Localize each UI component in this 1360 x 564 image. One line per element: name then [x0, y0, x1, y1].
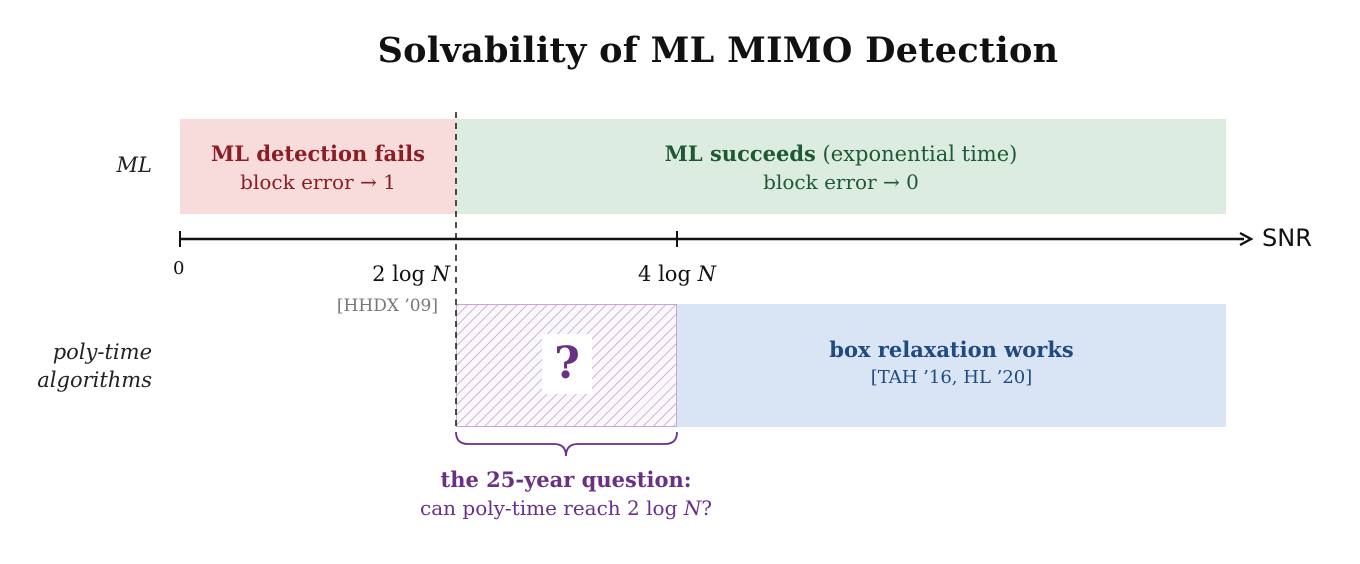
- ml-succeeds-heading-rest: (exponential time): [815, 142, 1018, 166]
- box-relaxation-region: [677, 304, 1226, 427]
- box-relaxation-label: box relaxation works [TAH ’16, HL ’20]: [677, 336, 1226, 392]
- row-label-poly-line2: algorithms: [37, 368, 152, 392]
- ml-succeeds-heading-bold: ML succeeds: [664, 141, 816, 166]
- snr-axis-arrowhead: [1239, 231, 1254, 247]
- question-brace: [455, 431, 678, 457]
- question-mark: ?: [542, 334, 592, 394]
- question-sub-suffix: ?: [701, 496, 712, 520]
- tick1-var: N: [431, 262, 450, 286]
- tick1-prefix: 2 log: [372, 262, 432, 286]
- question-sub-var: N: [683, 496, 702, 520]
- ml-fails-region: [180, 119, 456, 214]
- row-label-ml: ML: [116, 153, 152, 177]
- ml-succeeds-region: [456, 119, 1226, 214]
- box-relaxation-heading: box relaxation works: [829, 337, 1074, 362]
- question-heading: the 25-year question:: [440, 467, 692, 492]
- tick1-cite: [HHDX ’09]: [336, 296, 438, 316]
- question-sub: can poly-time reach 2 log N?: [366, 494, 766, 522]
- tick2-label: 4 log N: [616, 262, 738, 286]
- origin-label: 0: [173, 258, 185, 279]
- row-label-poly-time: poly-time algorithms: [2, 338, 152, 394]
- diagram-title: Solvability of ML MIMO Detection: [377, 30, 1059, 71]
- ml-fails-label: ML detection fails block error → 1: [180, 140, 456, 196]
- tick2-prefix: 4 log: [638, 262, 698, 286]
- question-annotation: the 25-year question: can poly-time reac…: [366, 466, 766, 522]
- tick1-label: 2 log N: [340, 262, 450, 286]
- ml-fails-sub: block error → 1: [240, 170, 396, 194]
- ml-succeeds-label: ML succeeds (exponential time) block err…: [456, 140, 1226, 196]
- question-sub-prefix: can poly-time reach 2 log: [420, 496, 684, 520]
- ml-succeeds-sub: block error → 0: [763, 170, 919, 194]
- tick2-var: N: [697, 262, 716, 286]
- ml-succeeds-heading: ML succeeds (exponential time): [456, 140, 1226, 168]
- ml-fails-heading: ML detection fails: [211, 141, 425, 166]
- box-relaxation-cite: [TAH ’16, HL ’20]: [870, 367, 1033, 388]
- snr-axis-label: SNR: [1262, 224, 1312, 252]
- row-label-poly-line1: poly-time: [52, 340, 152, 364]
